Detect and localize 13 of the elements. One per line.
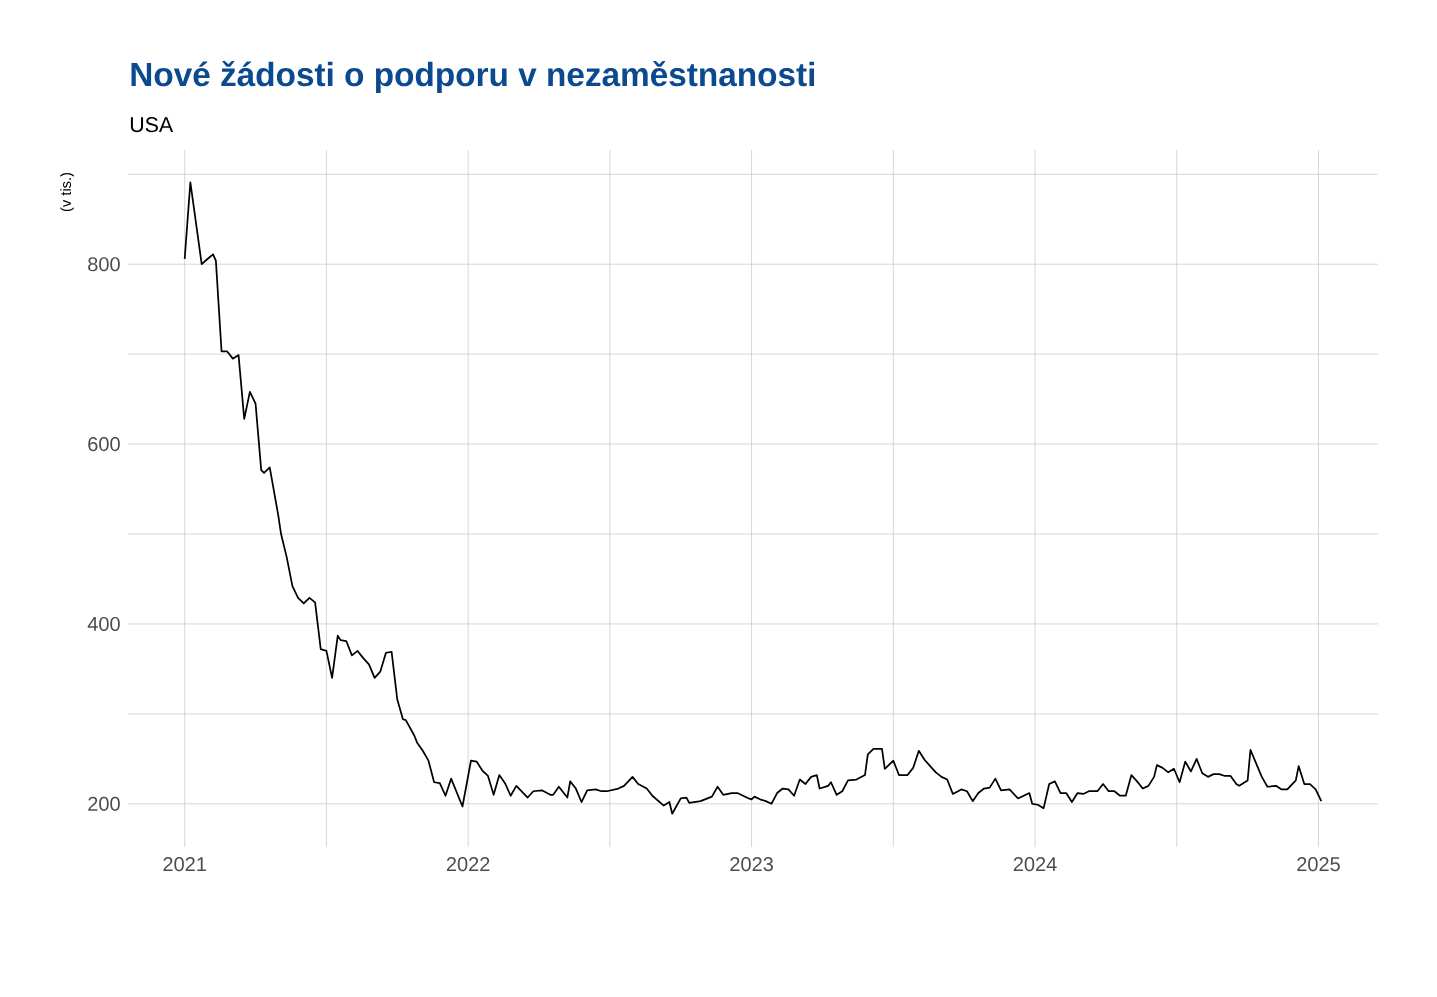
y-tick-label: 200 (88, 796, 120, 811)
x-tick-label: 2021 (163, 857, 206, 872)
y-tick-label: 600 (88, 437, 120, 452)
chart-title: Nové žádosti o podporu v nezaměstnanosti (131, 61, 815, 93)
x-tick-label: 2022 (446, 857, 490, 872)
y-axis-title: (v tis.) (60, 172, 74, 212)
chart-subtitle: USA (130, 117, 174, 133)
x-tick-label: 2025 (1297, 857, 1340, 872)
y-tick-label: 800 (88, 257, 120, 272)
y-tick-label: 400 (87, 616, 120, 632)
x-tick-label: 2024 (1013, 857, 1057, 872)
x-tick-label: 2023 (730, 857, 773, 872)
line-series (183, 181, 1323, 815)
